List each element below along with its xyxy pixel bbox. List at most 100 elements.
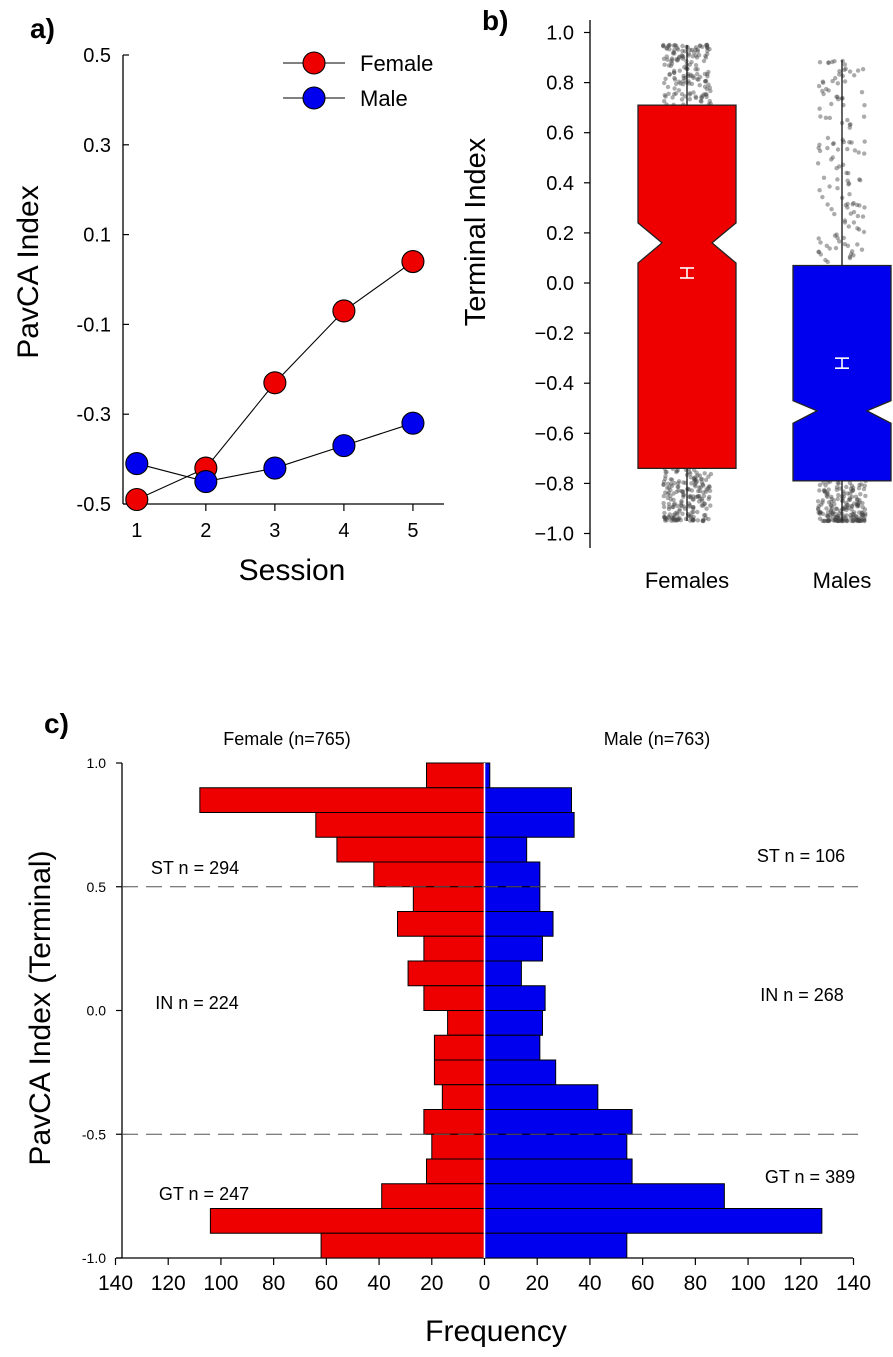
panel-b-jitter-point	[671, 518, 677, 523]
panel-b-jitter-point	[824, 518, 829, 524]
panel-b-jitter-point	[672, 517, 677, 522]
panel-a-x-tick-label: 3	[269, 520, 280, 542]
panel-b-jitter-point	[687, 469, 692, 475]
panel-b-jitter-point	[855, 502, 860, 507]
panel-b-jitter-point	[700, 518, 705, 524]
panel-b-jitter-point	[691, 497, 696, 502]
panel-b-jitter-point	[847, 254, 853, 259]
panel-b-jitter-point	[845, 503, 851, 508]
panel-b-jitter-point	[858, 492, 863, 497]
panel-b-jitter-point	[846, 181, 852, 186]
panel-c-y-tick-label: -0.5	[82, 1126, 106, 1142]
panel-b-jitter-point	[844, 507, 849, 513]
panel-b-jitter-point	[831, 498, 837, 503]
panel-b-jitter-point	[820, 511, 825, 516]
panel-b-jitter-point	[817, 148, 823, 154]
panel-b-jitter-point	[825, 145, 830, 151]
panel-b-jitter-point	[671, 491, 676, 496]
panel-b-jitter-point	[661, 44, 666, 49]
panel-b-jitter-point	[668, 487, 673, 493]
panel-b-jitter-point	[707, 484, 712, 490]
panel-b-jitter-point	[695, 494, 700, 499]
panel-b-jitter-point	[853, 494, 859, 499]
panel-b-jitter-point	[821, 80, 826, 85]
panel-a-y-tick-label: -0.1	[77, 314, 111, 336]
panel-b-jitter-point	[675, 468, 680, 473]
panel-b-jitter-point	[851, 518, 856, 523]
panel-b-y-tick-label: −0.2	[535, 323, 574, 345]
panel-b-jitter-point	[667, 71, 673, 77]
panel-c-male-bar	[484, 787, 572, 813]
panel-b-jitter-point	[671, 50, 676, 55]
panel-b-jitter-point	[856, 227, 862, 232]
panel-b-jitter-point	[852, 148, 858, 153]
panel-b-jitter-point	[691, 494, 696, 499]
panel-b-jitter-point	[849, 507, 854, 512]
panel-b-jitter-point	[662, 80, 667, 86]
panel-c-female-gt-count: GT n = 247	[159, 1184, 249, 1204]
panel-c-male-bar	[484, 935, 543, 962]
panel-b-jitter-point	[702, 513, 707, 518]
panel-b-jitter-point	[696, 494, 701, 499]
panel-b-jitter-point	[855, 502, 861, 508]
panel-b-jitter-point	[682, 49, 688, 54]
panel-b-jitter-point	[700, 44, 705, 49]
panel-b-jitter-point	[837, 486, 842, 491]
panel-b-jitter-point	[667, 47, 672, 52]
panel-b-jitter-point	[705, 42, 710, 48]
panel-b-jitter-point	[675, 45, 680, 51]
panel-b-jitter-point	[697, 43, 703, 48]
panel-b-jitter-point	[847, 496, 852, 501]
panel-b-jitter-point	[844, 505, 849, 510]
panel-b-jitter-point	[844, 518, 849, 523]
panel-b-jitter-point	[815, 161, 821, 166]
panel-c-female-bar	[423, 1109, 485, 1135]
panel-c-female-bar	[199, 787, 485, 813]
panel-b-jitter-point	[855, 518, 860, 523]
panel-b-jitter-point	[816, 83, 822, 89]
panel-b-jitter-point	[847, 480, 853, 486]
panel-b-y-tick-label: −1.0	[535, 524, 574, 546]
panel-b-jitter-point	[688, 518, 693, 523]
panel-b-jitter-point	[861, 114, 867, 119]
panel-b-jitter-point	[700, 93, 705, 98]
panel-b-jitter-point	[851, 200, 856, 206]
panel-b-jitter-point	[708, 88, 713, 94]
panel-b-jitter-point	[825, 494, 830, 499]
panel-b-jitter-point	[699, 95, 704, 101]
panel-b-jitter-point	[663, 516, 668, 522]
panel-b-jitter-point	[847, 140, 852, 145]
panel-b-jitter-point	[821, 91, 826, 97]
panel-b-jitter-point	[857, 518, 862, 524]
panel-b-jitter-point	[827, 115, 832, 121]
panel-b-jitter-point	[695, 76, 700, 82]
panel-b-jitter-point	[703, 92, 708, 97]
panel-b-jitter-point	[695, 473, 700, 478]
panel-b-jitter-point	[820, 498, 825, 503]
panel-b-jitter-point	[845, 518, 850, 524]
panel-b-jitter-point	[676, 516, 681, 521]
panel-b-jitter-point	[835, 94, 840, 100]
panel-b-jitter-point	[857, 203, 862, 208]
panel-b-jitter-point	[830, 141, 836, 147]
panel-b-jitter-point	[699, 95, 704, 100]
panel-b-jitter-point	[856, 517, 861, 522]
panel-c-male-bar	[484, 836, 528, 863]
panel-b-jitter-point	[662, 510, 667, 516]
panel-b-jitter-point	[817, 60, 823, 65]
panel-b-jitter-point	[852, 510, 857, 515]
panel-b-jitter-point	[855, 213, 861, 219]
panel-b-jitter-point	[669, 518, 674, 523]
panel-b-jitter-point	[833, 515, 838, 520]
panel-b-jitter-point	[851, 515, 857, 520]
panel-b-jitter-point	[697, 488, 703, 494]
panel-b-jitter-point	[825, 491, 831, 497]
panel-b-jitter-point	[835, 177, 840, 182]
panel-b-jitter-point	[825, 518, 830, 523]
panel-b-jitter-point	[830, 59, 835, 65]
panel-b-jitter-point	[700, 503, 706, 508]
panel-b-jitter-point	[823, 257, 828, 263]
panel-c-male-gt-count: GT n = 389	[765, 1167, 855, 1187]
panel-c-y-tick-label: 0.5	[87, 879, 107, 895]
panel-c-male-in-count: IN n = 268	[760, 985, 844, 1005]
